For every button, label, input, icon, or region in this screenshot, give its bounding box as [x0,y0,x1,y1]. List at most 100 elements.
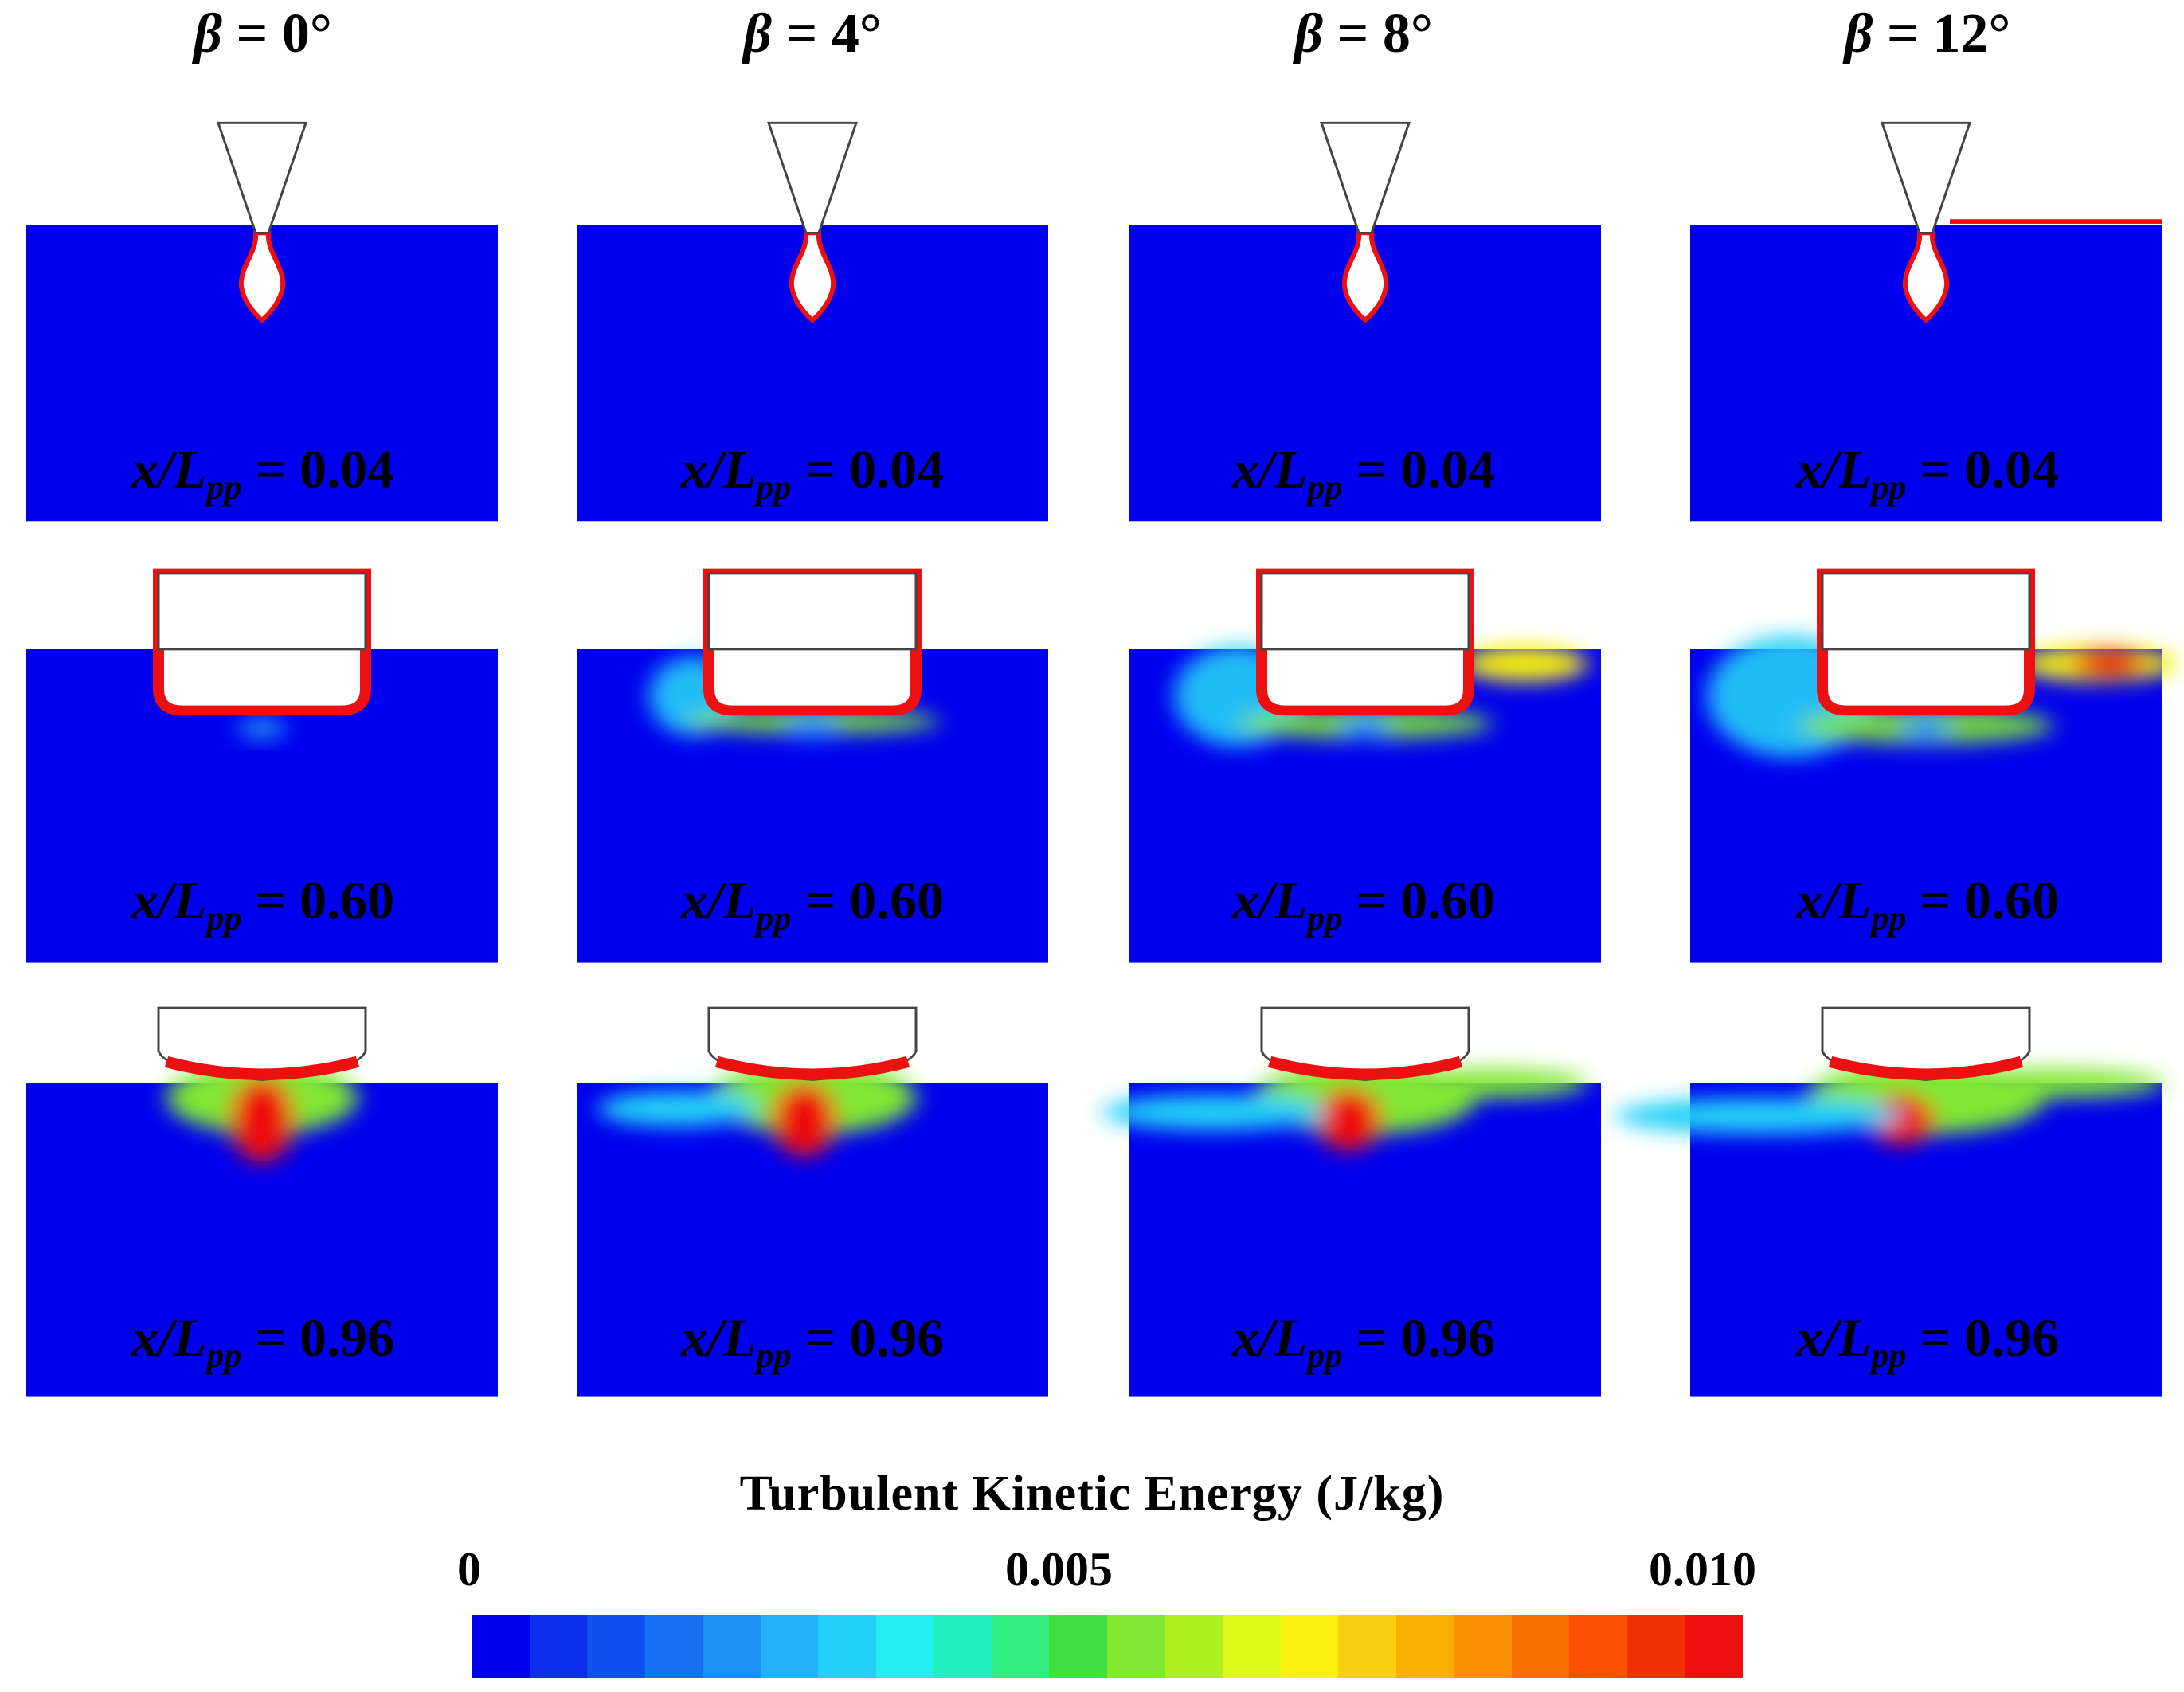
section-label-subscript: pp [1307,1336,1343,1375]
tke-contour-panel-r1-c3 [1690,568,2177,963]
colorbar-swatch [529,1615,588,1678]
colorbar-swatch [1511,1615,1570,1678]
section-label-variable: x/L [680,870,757,930]
colorbar-swatch [703,1615,761,1678]
section-label: x/Lpp = 0.60 [1125,873,1603,936]
section-label-value: = 0.96 [1906,1307,2060,1368]
colorbar-swatch [587,1615,645,1678]
section-label-variable: x/L [131,1307,207,1368]
tke-wake-region [597,1061,916,1157]
bow-bulb-section [789,230,836,323]
colorbar-swatch [760,1615,819,1678]
colorbar-swatch [818,1615,876,1678]
section-label: x/Lpp = 0.96 [573,1310,1051,1373]
section-label-subscript: pp [756,468,792,507]
tke-contour-panel-r1-c0 [26,568,498,963]
section-label-variable: x/L [1231,870,1308,930]
colorbar [472,1615,1744,1678]
column-header-symbol: β [194,3,222,65]
section-label: x/Lpp = 0.96 [1689,1310,2166,1373]
section-label-value: = 0.60 [241,870,395,930]
column-header-value: = 12° [1873,3,2011,65]
stern-boundary-layer [164,1056,360,1080]
section-label-subscript: pp [1871,468,1907,507]
section-label-variable: x/L [131,439,207,499]
section-label-value: = 0.04 [1906,439,2060,499]
section-label: x/Lpp = 0.60 [1689,873,2166,936]
colorbar-swatch [1338,1615,1396,1678]
column-header-value: = 8° [1322,3,1433,65]
tke-contour-panel-r0-c3 [1690,121,2162,522]
section-label: x/Lpp = 0.04 [1125,442,1603,505]
section-label-subscript: pp [206,899,242,938]
section-label-variable: x/L [1795,1307,1872,1368]
tke-contour-panel-r1-c1 [577,568,1048,963]
midship-hull-outline [157,572,367,651]
column-header-symbol: β [743,3,772,65]
section-label-value: = 0.04 [241,439,395,499]
section-label: x/Lpp = 0.04 [24,442,502,505]
colorbar-swatch [1685,1615,1744,1678]
section-label: x/Lpp = 0.96 [1125,1310,1603,1373]
colorbar-swatch [1223,1615,1281,1678]
section-label-value: = 0.96 [791,1307,945,1368]
colorbar-swatch [1280,1615,1339,1678]
midship-hull-outline [1260,572,1470,651]
bow-hull-outline [766,121,859,234]
stern-boundary-layer [714,1056,910,1080]
colorbar-swatch [1164,1615,1223,1678]
colorbar-swatch [1049,1615,1108,1678]
section-label-variable: x/L [1231,439,1308,499]
section-label-variable: x/L [680,1307,757,1368]
midship-hull-outline [707,572,918,651]
section-label-subscript: pp [1307,468,1343,507]
bow-bulb-section [238,230,286,323]
column-header-value: = 4° [771,3,882,65]
column-header-1: β = 4° [653,6,972,62]
colorbar-min-label: 0 [457,1543,481,1596]
section-label-value: = 0.60 [1342,870,1496,930]
midship-hull-outline [1821,572,2031,651]
tke-wake-region [1615,1061,2165,1146]
colorbar-swatch [933,1615,992,1678]
colorbar-max-label: 0.010 [1649,1543,1756,1596]
colorbar-title: Turbulent Kinetic Energy (J/kg) [739,1467,1445,1521]
section-label-subscript: pp [1871,1336,1907,1375]
colorbar-swatch [1107,1615,1165,1678]
colorbar-swatch [1395,1615,1454,1678]
column-header-2: β = 8° [1204,6,1523,62]
section-label-subscript: pp [1307,899,1343,938]
section-label-value: = 0.04 [1342,439,1496,499]
section-label-variable: x/L [680,439,757,499]
section-label-value: = 0.60 [791,870,945,930]
colorbar-swatch [1569,1615,1627,1678]
column-header-symbol: β [1844,3,1873,65]
section-label-variable: x/L [1795,870,1872,930]
bow-bulb-section [1902,230,1950,323]
stern-boundary-layer [1828,1056,2024,1080]
section-label: x/Lpp = 0.60 [573,873,1051,936]
tke-contour-panel-r1-c2 [1129,568,1601,963]
colorbar-swatch [472,1615,530,1678]
colorbar-mid-label: 0.005 [1005,1543,1113,1596]
section-label-variable: x/L [1231,1307,1308,1368]
bow-hull-outline [1880,121,1972,234]
section-label: x/Lpp = 0.04 [573,442,1051,505]
section-label-variable: x/L [131,870,207,930]
section-label: x/Lpp = 0.04 [1689,442,2166,505]
column-header-value: = 0° [221,3,332,65]
tke-contour-panel-r2-c0 [26,1006,498,1397]
section-label-value: = 0.04 [791,439,945,499]
colorbar-swatch [644,1615,703,1678]
tke-wake-region [166,1061,358,1163]
column-header-0: β = 0° [104,6,422,62]
stern-boundary-layer [1267,1056,1463,1080]
tke-contour-panel-r2-c2 [1102,1006,1601,1397]
tke-wake-region [1707,634,2177,758]
bow-hull-outline [216,121,308,234]
tke-contour-panel-r0-c1 [577,121,1048,522]
tke-contour-panel-r2-c1 [577,1006,1048,1397]
section-label-variable: x/L [1795,439,1872,499]
colorbar-swatch [875,1615,934,1678]
tke-wake-region [1102,1061,1588,1152]
